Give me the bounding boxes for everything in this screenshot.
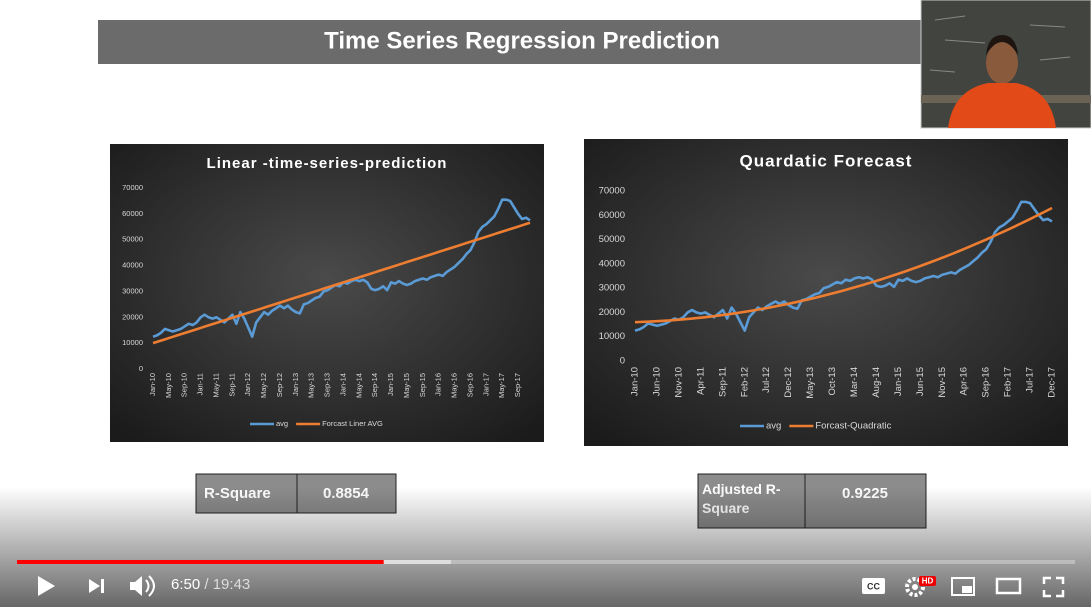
x-tick-label: Sep-16 xyxy=(981,367,992,398)
x-tick-label: May-16 xyxy=(450,373,459,398)
y-tick-label: 50000 xyxy=(122,235,143,244)
chart: Quardatic Forecast 0 10000 20000 30000 40000 5… xyxy=(584,139,1068,446)
x-tick-label: Apr-16 xyxy=(959,367,970,396)
slide-title: Time Series Regression Prediction xyxy=(324,27,720,54)
theater-button[interactable] xyxy=(995,577,1022,595)
x-tick-label: Nov-15 xyxy=(937,367,948,398)
x-tick-label: May-14 xyxy=(354,373,363,398)
chart-title: Quardatic Forecast xyxy=(740,151,913,170)
duration: 19:43 xyxy=(213,576,251,593)
y-tick-label: 20000 xyxy=(599,307,625,318)
x-tick-label: Sep-10 xyxy=(180,373,189,397)
time-display: 6:50 / 19:43 xyxy=(171,576,250,593)
y-tick-label: 0 xyxy=(620,356,625,367)
hd-badge: HD xyxy=(922,577,934,586)
x-tick-label: Jan-12 xyxy=(243,373,252,396)
x-tick-label: Sep-12 xyxy=(275,373,284,397)
y-tick-label: 0 xyxy=(139,364,143,373)
fullscreen-button[interactable] xyxy=(1042,576,1065,598)
settings-button[interactable]: HD xyxy=(905,576,936,597)
x-tick-label: Jun-15 xyxy=(915,367,926,396)
series-line xyxy=(634,200,1053,332)
progress-played xyxy=(17,560,384,564)
x-tick-label: Sep-17 xyxy=(513,373,522,397)
legend-label: avg xyxy=(766,421,781,432)
chart-title: Linear -time-series-prediction xyxy=(207,155,448,172)
captions-button[interactable]: CC xyxy=(862,578,885,594)
x-tick-label: Oct-13 xyxy=(827,367,838,396)
x-tick-label: Mar-14 xyxy=(849,367,860,397)
x-tick-label: Sep-16 xyxy=(465,373,474,397)
x-tick-label: Jan-10 xyxy=(630,367,641,396)
y-tick-label: 60000 xyxy=(599,210,625,221)
y-tick-label: 40000 xyxy=(599,258,625,269)
x-tick-label: Jul-17 xyxy=(1025,367,1036,393)
y-tick-label: 30000 xyxy=(122,286,143,295)
progress-track[interactable] xyxy=(17,560,1075,564)
x-tick-label: Jan-17 xyxy=(481,373,490,396)
webcam xyxy=(920,0,1091,129)
x-tick-label: May-13 xyxy=(805,367,816,399)
x-tick-label: May-13 xyxy=(307,373,316,398)
x-tick-label: May-17 xyxy=(497,373,506,398)
x-tick-label: Sep-11 xyxy=(717,367,728,397)
y-tick-label: 50000 xyxy=(599,234,625,245)
chart-background xyxy=(110,144,544,442)
x-tick-label: Dec-12 xyxy=(783,367,794,398)
x-tick-label: Jan-13 xyxy=(291,373,300,396)
x-tick-label: Jun-10 xyxy=(651,367,662,396)
title-bar xyxy=(98,20,921,64)
y-tick-label: 10000 xyxy=(599,331,625,342)
chart-background xyxy=(584,139,1068,446)
y-tick-label: 20000 xyxy=(122,312,143,321)
y-tick-label: 10000 xyxy=(122,338,143,347)
play-button[interactable] xyxy=(38,576,55,596)
next-button[interactable] xyxy=(89,579,104,593)
x-tick-label: May-11 xyxy=(211,373,220,397)
y-tick-label: 30000 xyxy=(599,283,625,294)
x-tick-label: Jan-15 xyxy=(386,373,395,396)
volume-button[interactable] xyxy=(130,575,155,597)
legend-label: Forcast Liner AVG xyxy=(322,419,383,428)
x-tick-label: May-15 xyxy=(402,373,411,398)
x-tick-label: May-10 xyxy=(164,373,173,398)
x-tick-label: Feb-12 xyxy=(739,367,750,397)
miniplayer-button[interactable] xyxy=(951,577,975,596)
x-tick-label: May-12 xyxy=(259,373,268,398)
series-line xyxy=(152,221,531,345)
legend-label: avg xyxy=(276,419,288,428)
controls-shade xyxy=(0,487,1091,607)
x-tick-label: Jan-10 xyxy=(148,373,157,396)
y-tick-label: 70000 xyxy=(599,186,625,197)
x-tick-label: Jan-11 xyxy=(196,373,205,395)
x-tick-label: Feb-17 xyxy=(1003,367,1014,397)
x-tick-label: Sep-13 xyxy=(323,373,332,397)
series-line xyxy=(634,206,1053,324)
time-separator: / xyxy=(204,576,209,593)
x-tick-label: Sep-15 xyxy=(418,373,427,397)
y-tick-label: 40000 xyxy=(122,261,143,270)
x-tick-label: Jul-12 xyxy=(761,367,772,393)
x-tick-label: Nov-10 xyxy=(673,367,684,398)
x-tick-label: Jan-16 xyxy=(434,373,443,396)
x-tick-label: Sep-11 xyxy=(227,373,236,397)
cc-label: CC xyxy=(867,581,880,591)
x-tick-label: Jan-14 xyxy=(338,373,347,396)
y-tick-label: 70000 xyxy=(122,183,143,192)
charts: Linear -time-series-prediction 0 10000 2000… xyxy=(110,139,1068,446)
x-tick-label: Apr-11 xyxy=(695,367,706,395)
y-tick-label: 60000 xyxy=(122,209,143,218)
x-tick-label: Dec-17 xyxy=(1047,367,1058,398)
x-tick-label: Sep-14 xyxy=(370,373,379,397)
x-tick-label: Aug-14 xyxy=(871,367,882,398)
legend-label: Forcast-Quadratic xyxy=(815,421,891,432)
chart: Linear -time-series-prediction 0 10000 2000… xyxy=(110,144,544,442)
x-tick-label: Jan-15 xyxy=(893,367,904,396)
current-time: 6:50 xyxy=(171,576,200,593)
